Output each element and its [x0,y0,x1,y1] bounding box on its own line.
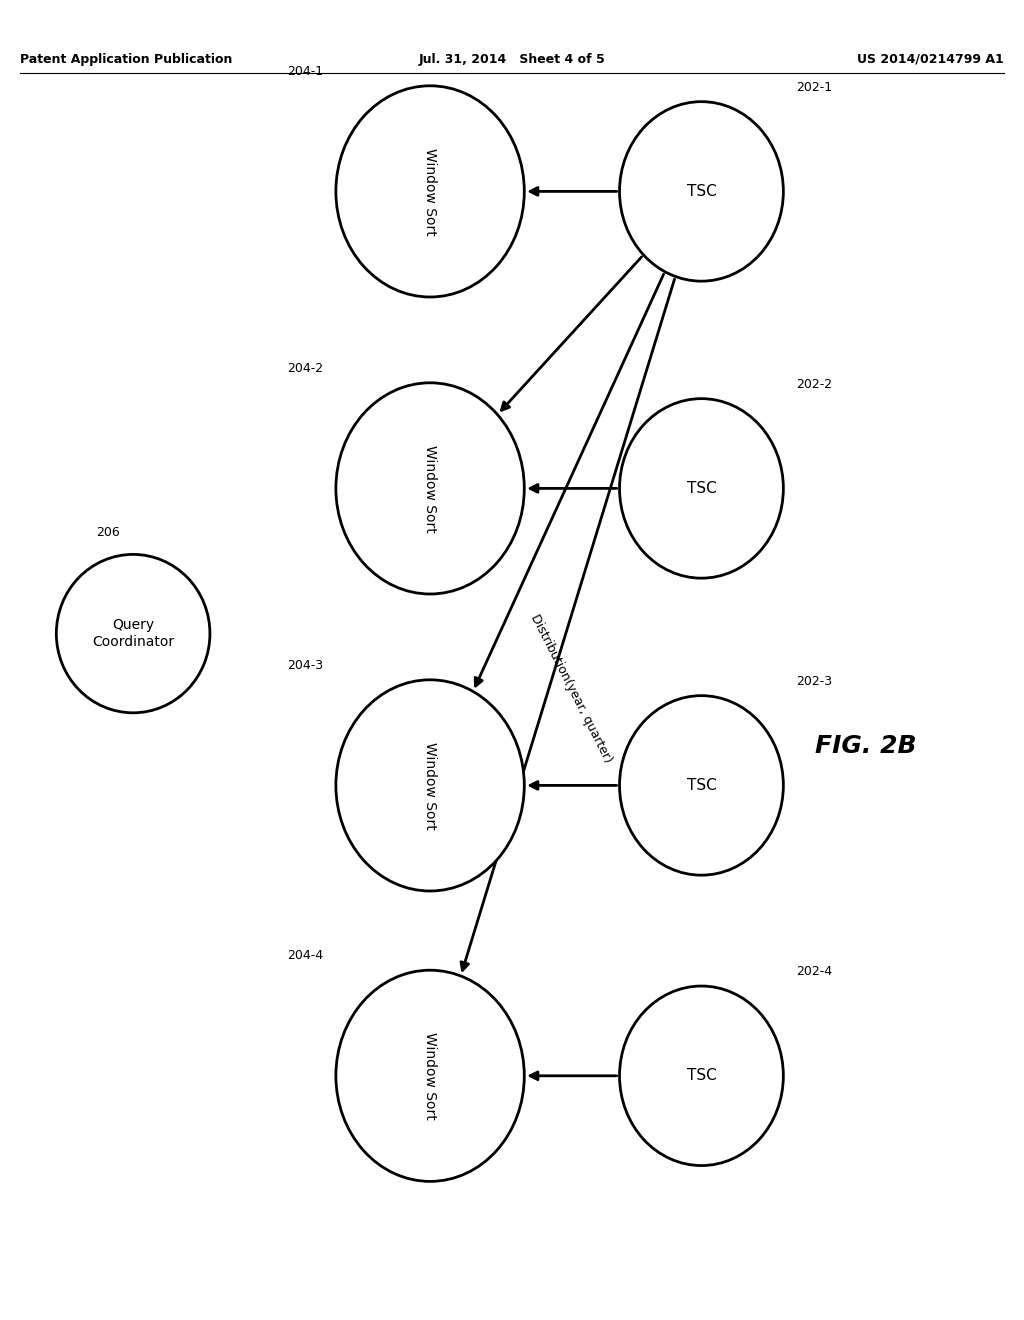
Ellipse shape [620,696,783,875]
Text: Jul. 31, 2014   Sheet 4 of 5: Jul. 31, 2014 Sheet 4 of 5 [419,53,605,66]
Text: Patent Application Publication: Patent Application Publication [20,53,232,66]
Text: TSC: TSC [686,1068,717,1084]
Text: 204-4: 204-4 [288,949,324,962]
Ellipse shape [336,970,524,1181]
Text: FIG. 2B: FIG. 2B [814,734,916,758]
Text: 202-3: 202-3 [796,675,831,688]
Text: TSC: TSC [686,183,717,199]
Text: 202-4: 202-4 [796,965,831,978]
Text: TSC: TSC [686,480,717,496]
Text: Window Sort: Window Sort [423,1032,437,1119]
Text: Query
Coordinator: Query Coordinator [92,619,174,648]
Text: Distribution(year, quarter): Distribution(year, quarter) [528,612,614,766]
Ellipse shape [56,554,210,713]
Text: 202-1: 202-1 [796,81,831,94]
Ellipse shape [336,680,524,891]
Text: US 2014/0214799 A1: US 2014/0214799 A1 [857,53,1004,66]
Text: Window Sort: Window Sort [423,742,437,829]
Text: 202-2: 202-2 [796,378,831,391]
Ellipse shape [620,986,783,1166]
Ellipse shape [620,399,783,578]
Ellipse shape [336,86,524,297]
Text: Window Sort: Window Sort [423,445,437,532]
Text: 204-2: 204-2 [288,362,324,375]
Text: 204-1: 204-1 [288,65,324,78]
Text: 206: 206 [95,525,120,539]
Text: Window Sort: Window Sort [423,148,437,235]
Ellipse shape [620,102,783,281]
Ellipse shape [336,383,524,594]
Text: 204-3: 204-3 [288,659,324,672]
Text: TSC: TSC [686,777,717,793]
